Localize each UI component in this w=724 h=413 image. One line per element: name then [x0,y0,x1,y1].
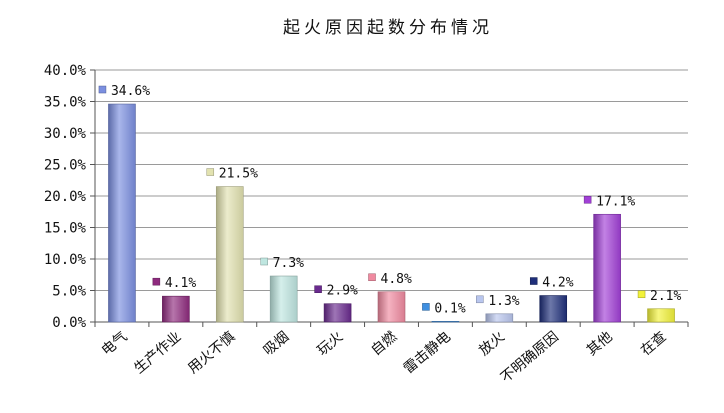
x-tick-label: 其他 [584,329,616,359]
data-label: 21.5% [219,167,258,182]
bar-9 [539,295,568,323]
data-label: 4.2% [542,276,573,291]
x-tick-label: 在查 [638,329,670,359]
data-label: 0.1% [434,301,465,316]
x-tick-label: 雷击静电 [401,329,454,377]
data-label-marker [583,196,592,204]
y-tick-label: 15.0% [44,221,87,237]
data-label-marker [529,277,538,285]
x-tick-label: 吸烟 [261,329,293,359]
bar-4 [269,275,298,323]
y-tick-label: 25.0% [44,158,87,174]
data-label: 7.3% [273,256,304,271]
data-label-marker [260,257,268,266]
bar-3 [215,186,244,323]
y-tick-label: 5.0% [52,284,86,300]
x-tick-label: 电气 [99,329,131,359]
data-label: 17.1% [596,194,635,209]
bars [108,103,675,323]
bar-2 [162,295,190,323]
y-tick-label: 40.0% [44,63,87,79]
data-label: 4.8% [381,272,412,287]
y-tick-label: 30.0% [44,126,87,142]
y-tick-label: 20.0% [44,189,87,205]
x-tick-label: 生产作业 [131,329,184,377]
data-label-marker [368,273,376,282]
data-label: 4.1% [165,276,196,291]
bar-7 [431,321,460,323]
data-label-marker [637,290,646,299]
y-tick-label: 10.0% [44,252,87,268]
data-label-marker [422,303,430,311]
chart-title: 起火原因起数分布情况 [283,18,493,38]
bar-5 [323,303,352,323]
bar-6 [377,291,406,323]
x-tick-label: 放火 [476,329,508,359]
y-tick-label: 35.0% [44,95,87,111]
data-label: 1.3% [488,294,519,309]
bar-11 [647,308,675,323]
data-label-marker [314,285,322,293]
data-label: 2.1% [650,289,681,304]
data-label-marker [98,85,107,94]
bar-1 [108,103,136,323]
data-label-marker [206,168,215,176]
gridlines [95,69,688,323]
bar-10 [593,213,621,323]
data-label: 2.9% [327,284,358,299]
x-tick-label: 用火不慎 [185,329,238,377]
data-label: 34.6% [111,84,150,99]
x-tick-label: 不明确原因 [498,329,562,386]
y-tick-label: 0.0% [52,315,86,331]
bar-8 [485,313,514,323]
x-tick-label: 自燃 [368,328,400,359]
data-label-marker [476,295,484,304]
axes: 0.0% 5.0% 10.0% 15.0% 20.0% 25.0% 30.0% 35.0% 40… [44,63,689,331]
data-labels: 34.6% 4.1% 21.5% 7.3% 2.9% 4.8% 0.1% 1.3% 4.2% 17… [98,84,682,316]
data-label-marker [152,277,161,286]
x-tick-label: 玩火 [314,329,346,359]
